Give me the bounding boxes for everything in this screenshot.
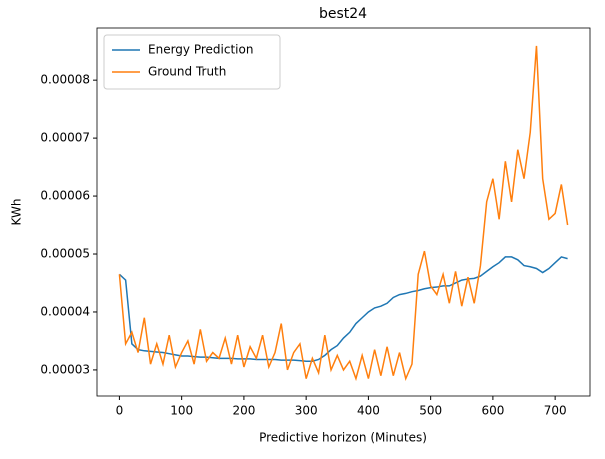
legend-label: Energy Prediction [148, 43, 253, 57]
y-axis-label: KWh [10, 199, 24, 226]
axes-frame [96, 27, 591, 397]
legend-label: Ground Truth [148, 65, 226, 79]
y-tick-label: 0.00005 [40, 247, 90, 261]
x-tick-label: 200 [232, 404, 255, 418]
y-tick-label: 0.00008 [40, 73, 90, 87]
x-tick-label: 700 [544, 404, 567, 418]
y-tick-label: 0.00007 [40, 131, 90, 145]
y-tick-label: 0.00006 [40, 189, 90, 203]
y-tick-label: 0.00004 [40, 304, 90, 318]
x-tick-label: 600 [481, 404, 504, 418]
series-line [118, 256, 568, 362]
y-tick-label: 0.00003 [40, 362, 90, 376]
x-tick-label: 100 [170, 404, 193, 418]
legend-box [103, 34, 281, 90]
x-tick-label: 300 [295, 404, 318, 418]
series-line [118, 45, 569, 382]
x-axis-label: Predictive horizon (Minutes) [259, 431, 427, 445]
legend: Energy Prediction Ground Truth [103, 34, 281, 90]
chart-title: best24 [319, 6, 367, 22]
x-tick-label: 500 [419, 404, 442, 418]
x-tick-label: 400 [357, 404, 380, 418]
x-tick-label: 0 [116, 404, 124, 418]
